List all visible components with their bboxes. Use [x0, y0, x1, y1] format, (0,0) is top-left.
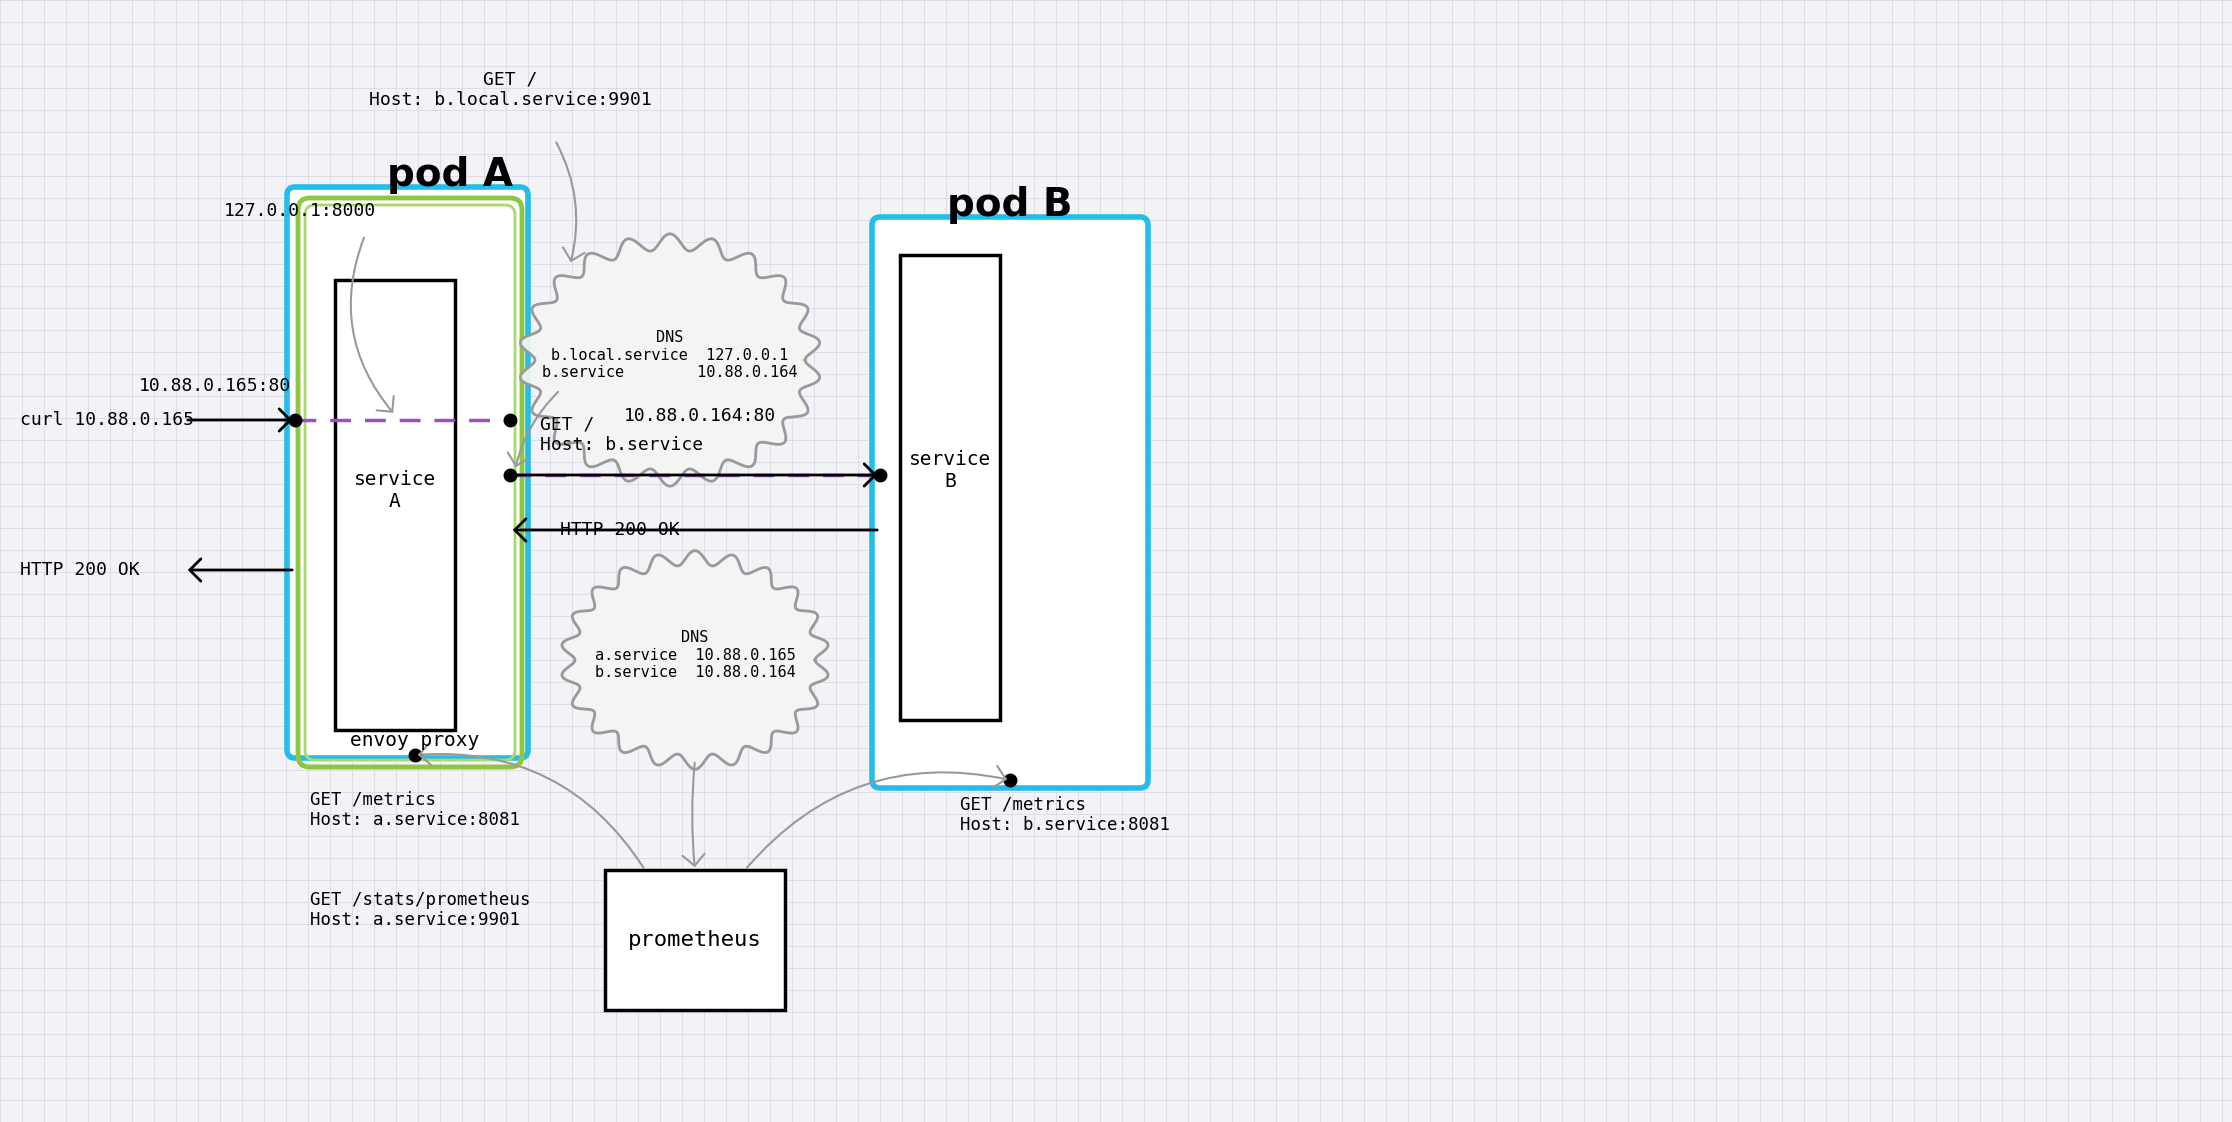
FancyBboxPatch shape	[873, 217, 1147, 788]
Text: HTTP 200 OK: HTTP 200 OK	[20, 561, 141, 579]
FancyBboxPatch shape	[605, 870, 786, 1010]
Text: service
A: service A	[355, 469, 435, 511]
Text: curl 10.88.0.165: curl 10.88.0.165	[20, 411, 194, 429]
Text: DNS
b.local.service  127.0.0.1
b.service        10.88.0.164: DNS b.local.service 127.0.0.1 b.service …	[542, 330, 797, 380]
Text: GET /metrics
Host: b.service:8081: GET /metrics Host: b.service:8081	[960, 795, 1170, 835]
Text: GET /
Host: b.service: GET / Host: b.service	[540, 415, 703, 454]
Text: DNS
a.service  10.88.0.165
b.service  10.88.0.164: DNS a.service 10.88.0.165 b.service 10.8…	[594, 631, 795, 680]
Polygon shape	[562, 551, 828, 770]
Text: GET /metrics
Host: a.service:8081: GET /metrics Host: a.service:8081	[310, 791, 520, 829]
Text: GET /
Host: b.local.service:9901: GET / Host: b.local.service:9901	[368, 71, 652, 110]
Text: 10.88.0.165:80: 10.88.0.165:80	[138, 377, 290, 395]
Text: service
B: service B	[908, 450, 991, 490]
Text: 10.88.0.164:80: 10.88.0.164:80	[625, 407, 777, 425]
FancyBboxPatch shape	[288, 187, 529, 758]
Polygon shape	[520, 233, 819, 486]
FancyBboxPatch shape	[899, 255, 1000, 720]
Text: HTTP 200 OK: HTTP 200 OK	[560, 521, 679, 539]
Text: GET /stats/prometheus
Host: a.service:9901: GET /stats/prometheus Host: a.service:99…	[310, 891, 531, 929]
Text: pod B: pod B	[946, 186, 1074, 224]
Text: 127.0.0.1:8000: 127.0.0.1:8000	[223, 202, 377, 220]
Text: pod A: pod A	[386, 156, 513, 194]
FancyBboxPatch shape	[335, 280, 455, 730]
Text: prometheus: prometheus	[627, 930, 761, 950]
Text: envoy proxy: envoy proxy	[350, 730, 480, 749]
